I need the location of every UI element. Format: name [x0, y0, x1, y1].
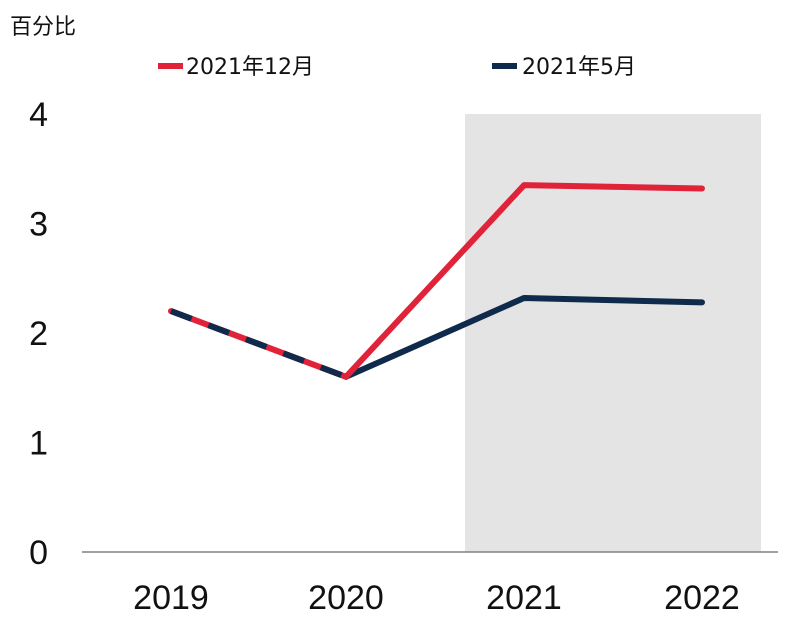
series-shared-segment-navy-dash	[169, 308, 348, 380]
x-tick-label: 2021	[486, 579, 562, 617]
y-tick-label: 4	[29, 96, 48, 134]
y-tick-label: 3	[29, 206, 48, 244]
forecast-shading-layer	[465, 114, 761, 552]
y-axis-ticks: 0 1 2 3 4	[29, 96, 48, 572]
legend-label-dec-2021: 2021年12月	[186, 55, 314, 80]
series-layer	[168, 182, 705, 380]
x-tick-label: 2019	[133, 579, 209, 617]
x-tick-label: 2022	[664, 579, 740, 617]
x-axis-ticks: 2019 2020 2021 2022	[133, 579, 740, 617]
series-line-may-2021	[343, 294, 705, 380]
y-tick-label: 2	[29, 315, 48, 353]
forecast-shading	[465, 114, 761, 552]
legend: 2021年12月 2021年5月	[158, 55, 636, 80]
x-tick-label: 2020	[308, 579, 384, 617]
legend-label-may-2021: 2021年5月	[522, 55, 636, 80]
y-tick-label: 0	[29, 534, 48, 572]
y-unit-label: 百分比	[10, 15, 76, 40]
y-tick-label: 1	[29, 425, 48, 463]
series-line-dec-2021	[343, 182, 705, 380]
